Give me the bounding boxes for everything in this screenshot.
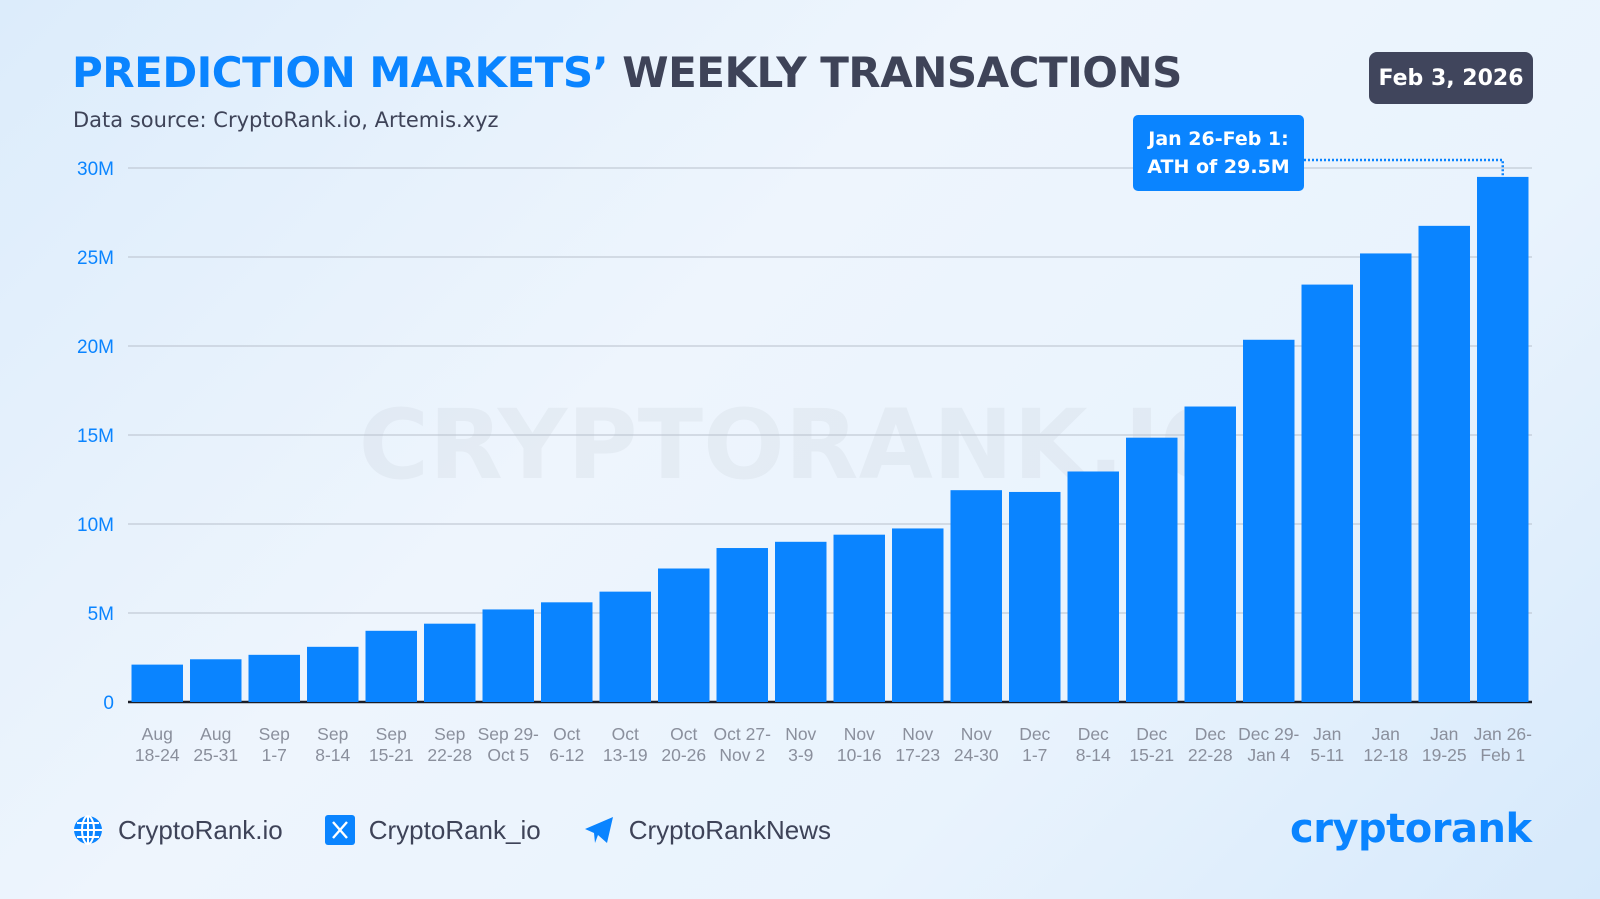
x-tick-label: Oct (553, 724, 580, 744)
x-tick-label: Sep 29- (478, 724, 539, 744)
bar (1477, 176, 1529, 702)
y-tick-label: 30M (77, 159, 114, 180)
x-tick-label: 18-24 (135, 745, 180, 765)
x-tick-label: 6-12 (549, 745, 584, 765)
x-tick-label: Dec 29- (1238, 724, 1299, 744)
x-tick-label: Aug (142, 724, 173, 744)
x-tick-label: Dec (1019, 724, 1050, 744)
cryptorank-logo: cryptorank (1290, 806, 1532, 852)
x-tick-label: 22-28 (1188, 745, 1233, 765)
x-tick-label: 15-21 (1129, 745, 1174, 765)
bar (1418, 225, 1470, 702)
y-tick-label: 20M (77, 337, 114, 358)
y-tick-label: 0 (103, 693, 114, 714)
bar (541, 602, 593, 702)
page-title: PREDICTION MARKETS’ WEEKLY TRANSACTIONS (72, 48, 1182, 97)
x-tick-label: Jan 26- (1474, 724, 1533, 744)
bar (950, 490, 1002, 702)
x-tick-label: 24-30 (954, 745, 999, 765)
bar (658, 568, 710, 702)
x-tick-label: Jan 4 (1247, 745, 1290, 765)
x-tick-label: Sep (434, 724, 465, 744)
bar (1243, 339, 1295, 702)
x-link[interactable]: CryptoRank_io (324, 815, 541, 846)
x-tick-label: Oct (670, 724, 697, 744)
x-tick-label: Dec (1078, 724, 1109, 744)
bar (1126, 437, 1178, 702)
x-tick-label: Oct (612, 724, 639, 744)
x-tick-label: Aug (200, 724, 231, 744)
x-tick-label: 15-21 (369, 745, 414, 765)
x-tick-label: Nov (844, 724, 875, 744)
x-tick-label: Nov 2 (719, 745, 765, 765)
bar (775, 541, 827, 702)
x-tick-label: Jan (1430, 724, 1458, 744)
x-tick-label: 25-31 (193, 745, 238, 765)
telegram-link[interactable]: CryptoRankNews (583, 815, 831, 846)
x-tick-label: Dec (1195, 724, 1226, 744)
x-tick-label: 19-25 (1422, 745, 1467, 765)
x-tick-label: 20-26 (661, 745, 706, 765)
bar (131, 664, 183, 702)
x-tick-label: Sep (259, 724, 290, 744)
bar (716, 548, 768, 702)
x-tick-label: Oct 5 (487, 745, 529, 765)
x-tick-label: 3-9 (788, 745, 813, 765)
x-tick-label: Oct 27- (714, 724, 772, 744)
ath-annotation: Jan 26-Feb 1: ATH of 29.5M (1133, 115, 1304, 191)
x-tick-label: Sep (317, 724, 348, 744)
x-tick-label: 8-14 (1076, 745, 1111, 765)
y-tick-label: 15M (77, 426, 114, 447)
bar (833, 534, 885, 702)
website-link[interactable]: CryptoRank.io (72, 814, 283, 846)
y-tick-label: 5M (88, 604, 114, 625)
bar (1067, 471, 1119, 702)
bar (599, 591, 651, 702)
x-tick-label: Nov (785, 724, 816, 744)
bar (190, 659, 242, 702)
bar (307, 646, 359, 702)
x-tick-label: 5-11 (1310, 745, 1344, 765)
x-tick-label: 13-19 (603, 745, 648, 765)
x-tick-label: 10-16 (837, 745, 882, 765)
globe-icon (74, 815, 102, 845)
y-tick-label: 25M (77, 248, 114, 269)
x-tick-label: Sep (376, 724, 407, 744)
bar (892, 528, 944, 702)
bar (365, 630, 417, 702)
x-logo-icon (324, 815, 355, 845)
bar (248, 654, 300, 702)
x-tick-label: 1-7 (262, 745, 287, 765)
y-tick-label: 10M (77, 515, 114, 536)
footer: CryptoRank.io CryptoRank_io CryptoRankNe… (72, 814, 873, 846)
x-tick-label: 22-28 (427, 745, 472, 765)
bar (1360, 253, 1412, 702)
date-badge: Feb 3, 2026 (1369, 52, 1533, 104)
x-tick-label: Feb 1 (1480, 745, 1525, 765)
x-tick-label: 12-18 (1363, 745, 1408, 765)
bar (1184, 406, 1236, 702)
x-tick-label: Dec (1136, 724, 1167, 744)
x-tick-label: Jan (1372, 724, 1400, 744)
telegram-icon (584, 817, 613, 843)
x-tick-label: Nov (902, 724, 933, 744)
x-tick-label: 17-23 (895, 745, 940, 765)
data-source: Data source: CryptoRank.io, Artemis.xyz (73, 108, 499, 132)
x-tick-label: 8-14 (315, 745, 350, 765)
x-tick-label: Jan (1313, 724, 1341, 744)
x-tick-label: Nov (961, 724, 992, 744)
bar (424, 623, 476, 702)
bar (1009, 491, 1061, 702)
bar (482, 609, 534, 702)
x-tick-label: 1-7 (1022, 745, 1047, 765)
bar (1301, 284, 1353, 702)
